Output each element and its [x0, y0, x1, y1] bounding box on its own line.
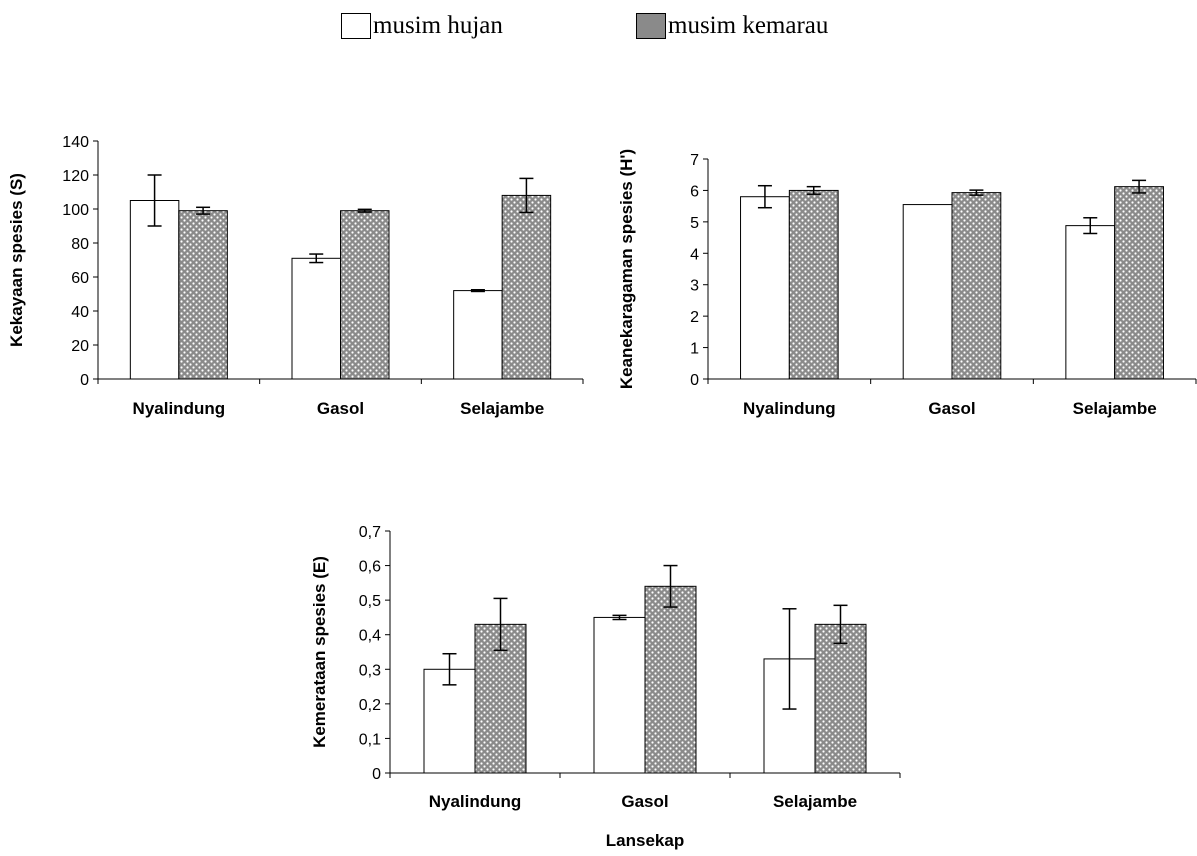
- y-tick-label: 120: [62, 168, 89, 185]
- y-tick-label: 0,1: [359, 731, 381, 748]
- y-axis-title: Kemerataan spesies (E): [310, 556, 329, 748]
- y-tick-label: 0: [690, 372, 699, 389]
- y-tick-label: 40: [71, 304, 89, 321]
- bar-hujan: [130, 201, 179, 380]
- chart-1: 0 20 40 60 80 100 120 140 Nyalindung Gasol Selajam…: [7, 134, 583, 418]
- category-label: Nyalindung: [743, 399, 836, 418]
- category-label: Selajambe: [1073, 399, 1157, 418]
- y-tick-label: 3: [690, 278, 699, 295]
- bar-kemarau: [1115, 187, 1164, 379]
- y-axis-title: Keanekaragaman spesies (H'): [617, 149, 636, 389]
- y-tick-label: 0,3: [359, 662, 381, 679]
- y-axis-title: Kekayaan spesies (S): [7, 173, 26, 347]
- bar-hujan: [903, 205, 952, 379]
- chart-3: 0 0,1 0,2 0,3 0,4 0,5 0,6 0,7 Nyalindung Gasol Sel…: [310, 524, 900, 850]
- bar-hujan: [741, 197, 790, 379]
- bar-kemarau: [645, 586, 696, 773]
- bar-hujan: [594, 617, 645, 773]
- y-tick-label: 4: [690, 246, 699, 263]
- y-tick-label: 1: [690, 341, 699, 358]
- y-tick-label: 0,5: [359, 593, 381, 610]
- y-tick-label: 7: [690, 152, 699, 169]
- y-tick-label: 100: [62, 202, 89, 219]
- y-tick-label: 0,7: [359, 524, 381, 541]
- y-tick-label: 2: [690, 309, 699, 326]
- y-tick-label: 60: [71, 270, 89, 287]
- category-label: Nyalindung: [133, 399, 226, 418]
- category-label: Selajambe: [773, 792, 857, 811]
- chart-2: 0 1 2 3 4 5 6 7 Nyalindung Gasol Selajambe Keanekar…: [617, 149, 1196, 418]
- bar-kemarau: [341, 211, 390, 379]
- bar-kemarau: [789, 190, 838, 379]
- bar-hujan: [454, 291, 503, 379]
- bar-kemarau: [502, 195, 550, 379]
- category-label: Selajambe: [460, 399, 544, 418]
- bar-hujan: [292, 258, 341, 379]
- bar-hujan: [1066, 226, 1115, 379]
- category-label: Gasol: [317, 399, 364, 418]
- y-tick-label: 0,6: [359, 559, 381, 576]
- y-tick-label: 6: [690, 183, 699, 200]
- y-tick-label: 0,2: [359, 697, 381, 714]
- bar-kemarau: [815, 624, 866, 773]
- y-tick-label: 0: [80, 372, 89, 389]
- y-tick-label: 80: [71, 236, 89, 253]
- y-tick-label: 140: [62, 134, 89, 151]
- category-label: Nyalindung: [429, 792, 522, 811]
- bar-kemarau: [179, 211, 228, 379]
- y-tick-label: 0,4: [359, 628, 381, 645]
- y-tick-label: 0: [372, 766, 381, 783]
- category-label: Gasol: [621, 792, 668, 811]
- category-label: Gasol: [928, 399, 975, 418]
- bar-kemarau: [952, 193, 1001, 379]
- x-axis-title: Lansekap: [606, 831, 684, 850]
- y-tick-label: 20: [71, 338, 89, 355]
- y-tick-label: 5: [690, 215, 699, 232]
